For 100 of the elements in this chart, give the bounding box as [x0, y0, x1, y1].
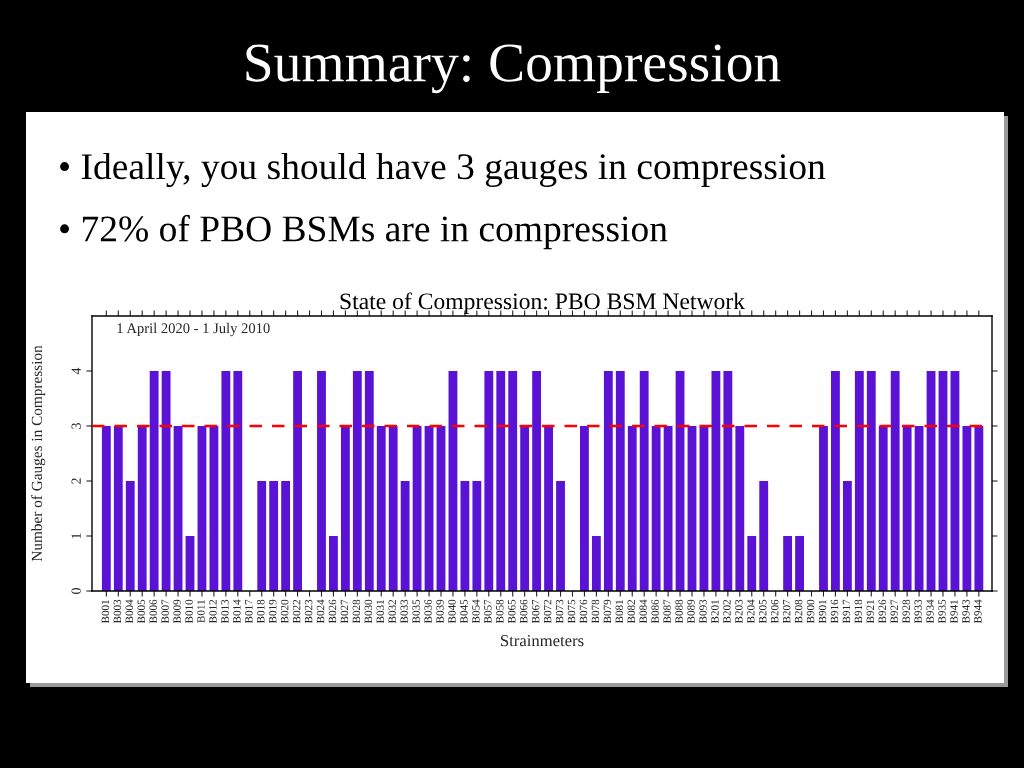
- x-tick-label: B001: [101, 600, 110, 624]
- x-tick-label: B012: [209, 599, 217, 624]
- x-tick-label: B007: [161, 599, 169, 624]
- x-tick-label: B093: [699, 599, 707, 624]
- x-tick-label: B926: [878, 599, 887, 624]
- x-tick-label: B058: [496, 599, 504, 624]
- x-tick-label: B004: [125, 599, 134, 624]
- bar: [819, 426, 828, 591]
- x-tick-label: B206: [770, 599, 779, 624]
- x-tick-label: B003: [113, 599, 122, 624]
- x-tick-label: B067: [531, 599, 540, 624]
- x-tick-label: B935: [938, 599, 946, 624]
- y-tick-label: 3: [71, 423, 81, 429]
- bar: [364, 371, 374, 591]
- bar: [137, 426, 147, 591]
- x-tick-label: B006: [149, 599, 157, 624]
- x-tick-label: B033: [400, 599, 408, 624]
- x-tick-label: B917: [842, 599, 851, 624]
- x-tick-label: B943: [962, 599, 970, 624]
- x-tick-label: B916: [830, 599, 839, 624]
- x-tick-label: B020: [280, 599, 289, 624]
- bar: [424, 426, 434, 591]
- x-tick-label: B901: [818, 600, 827, 624]
- bar: [747, 536, 757, 591]
- x-tick-label: B023: [304, 599, 313, 624]
- x-tick-label: B073: [555, 599, 564, 624]
- x-tick-label: B918: [854, 599, 863, 624]
- x-tick-label: B027: [340, 599, 349, 624]
- x-tick-label: B078: [591, 599, 600, 624]
- x-tick-label: B018: [257, 599, 265, 624]
- x-tick-label: B204: [747, 599, 755, 624]
- x-tick-label: B900: [806, 599, 815, 624]
- bar: [400, 481, 410, 591]
- bar: [878, 426, 888, 591]
- bar: [329, 536, 338, 591]
- bar: [842, 481, 852, 591]
- bar: [639, 371, 649, 591]
- x-tick-label: B005: [137, 599, 145, 624]
- bar: [352, 371, 362, 591]
- y-axis-title: Number of Gauges in Compression: [31, 345, 46, 562]
- x-tick-label: B010: [185, 599, 193, 624]
- bar: [603, 371, 613, 591]
- bar: [532, 371, 542, 591]
- y-tick-label: 4: [71, 367, 81, 375]
- bar: [209, 426, 219, 591]
- bar: [161, 371, 171, 591]
- bar: [866, 371, 876, 591]
- bar: [293, 371, 302, 591]
- x-tick-label: B087: [663, 599, 671, 624]
- x-tick-label: B019: [268, 599, 277, 624]
- bar: [783, 536, 793, 591]
- x-tick-label: B039: [436, 599, 444, 624]
- bar: [496, 371, 506, 591]
- x-tick-label: B934: [926, 599, 934, 624]
- chart-title: State of Compression: PBO BSM Network: [340, 292, 745, 315]
- x-tick-label: B086: [651, 599, 659, 624]
- bar: [269, 481, 279, 591]
- bar: [173, 426, 183, 591]
- bar: [436, 426, 446, 591]
- bar: [831, 371, 840, 591]
- bar: [854, 371, 864, 591]
- x-tick-label: B933: [914, 599, 922, 624]
- x-tick-label: B014: [233, 599, 241, 624]
- bar: [460, 481, 470, 591]
- bar: [101, 426, 111, 591]
- x-tick-label: B084: [639, 599, 647, 624]
- x-tick-label: B201: [711, 600, 719, 624]
- y-tick-label: 1: [71, 533, 81, 539]
- x-tick-label: B011: [197, 600, 205, 623]
- x-tick-label: B079: [603, 599, 612, 624]
- x-tick-label: B036: [424, 599, 432, 624]
- text: • 72% of PBO BSMs are in compression: [60, 214, 668, 250]
- x-tick-label: B057: [484, 599, 492, 624]
- x-tick-label: B072: [543, 599, 552, 624]
- bar: [974, 426, 984, 591]
- text: • Ideally, you should have 3 gauges in compression: [60, 152, 826, 188]
- x-tick-label: B065: [508, 599, 516, 624]
- text: Summary: Compression: [246, 44, 781, 94]
- x-tick-label: B202: [723, 599, 731, 624]
- bar: [472, 481, 482, 591]
- x-tick-label: B203: [735, 599, 743, 624]
- annotation: 1 April 2020 - 1 July 2010: [117, 322, 270, 337]
- bar: [508, 371, 518, 591]
- bar: [651, 426, 661, 591]
- x-tick-label: B054: [472, 599, 480, 624]
- bar: [233, 371, 243, 591]
- bar: [376, 426, 386, 591]
- x-tick-label: B040: [448, 599, 456, 624]
- bar: [520, 426, 530, 591]
- x-tick-label: B045: [460, 599, 468, 624]
- bar: [125, 481, 135, 591]
- bar: [448, 371, 458, 591]
- bar: [795, 536, 804, 591]
- x-tick-label: B013: [221, 599, 229, 624]
- bar: [687, 426, 697, 591]
- bar: [711, 371, 721, 591]
- bar: [221, 371, 231, 591]
- x-tick-label: B089: [687, 599, 695, 624]
- x-tick-label: B208: [794, 599, 803, 624]
- x-tick-label: B944: [974, 599, 982, 624]
